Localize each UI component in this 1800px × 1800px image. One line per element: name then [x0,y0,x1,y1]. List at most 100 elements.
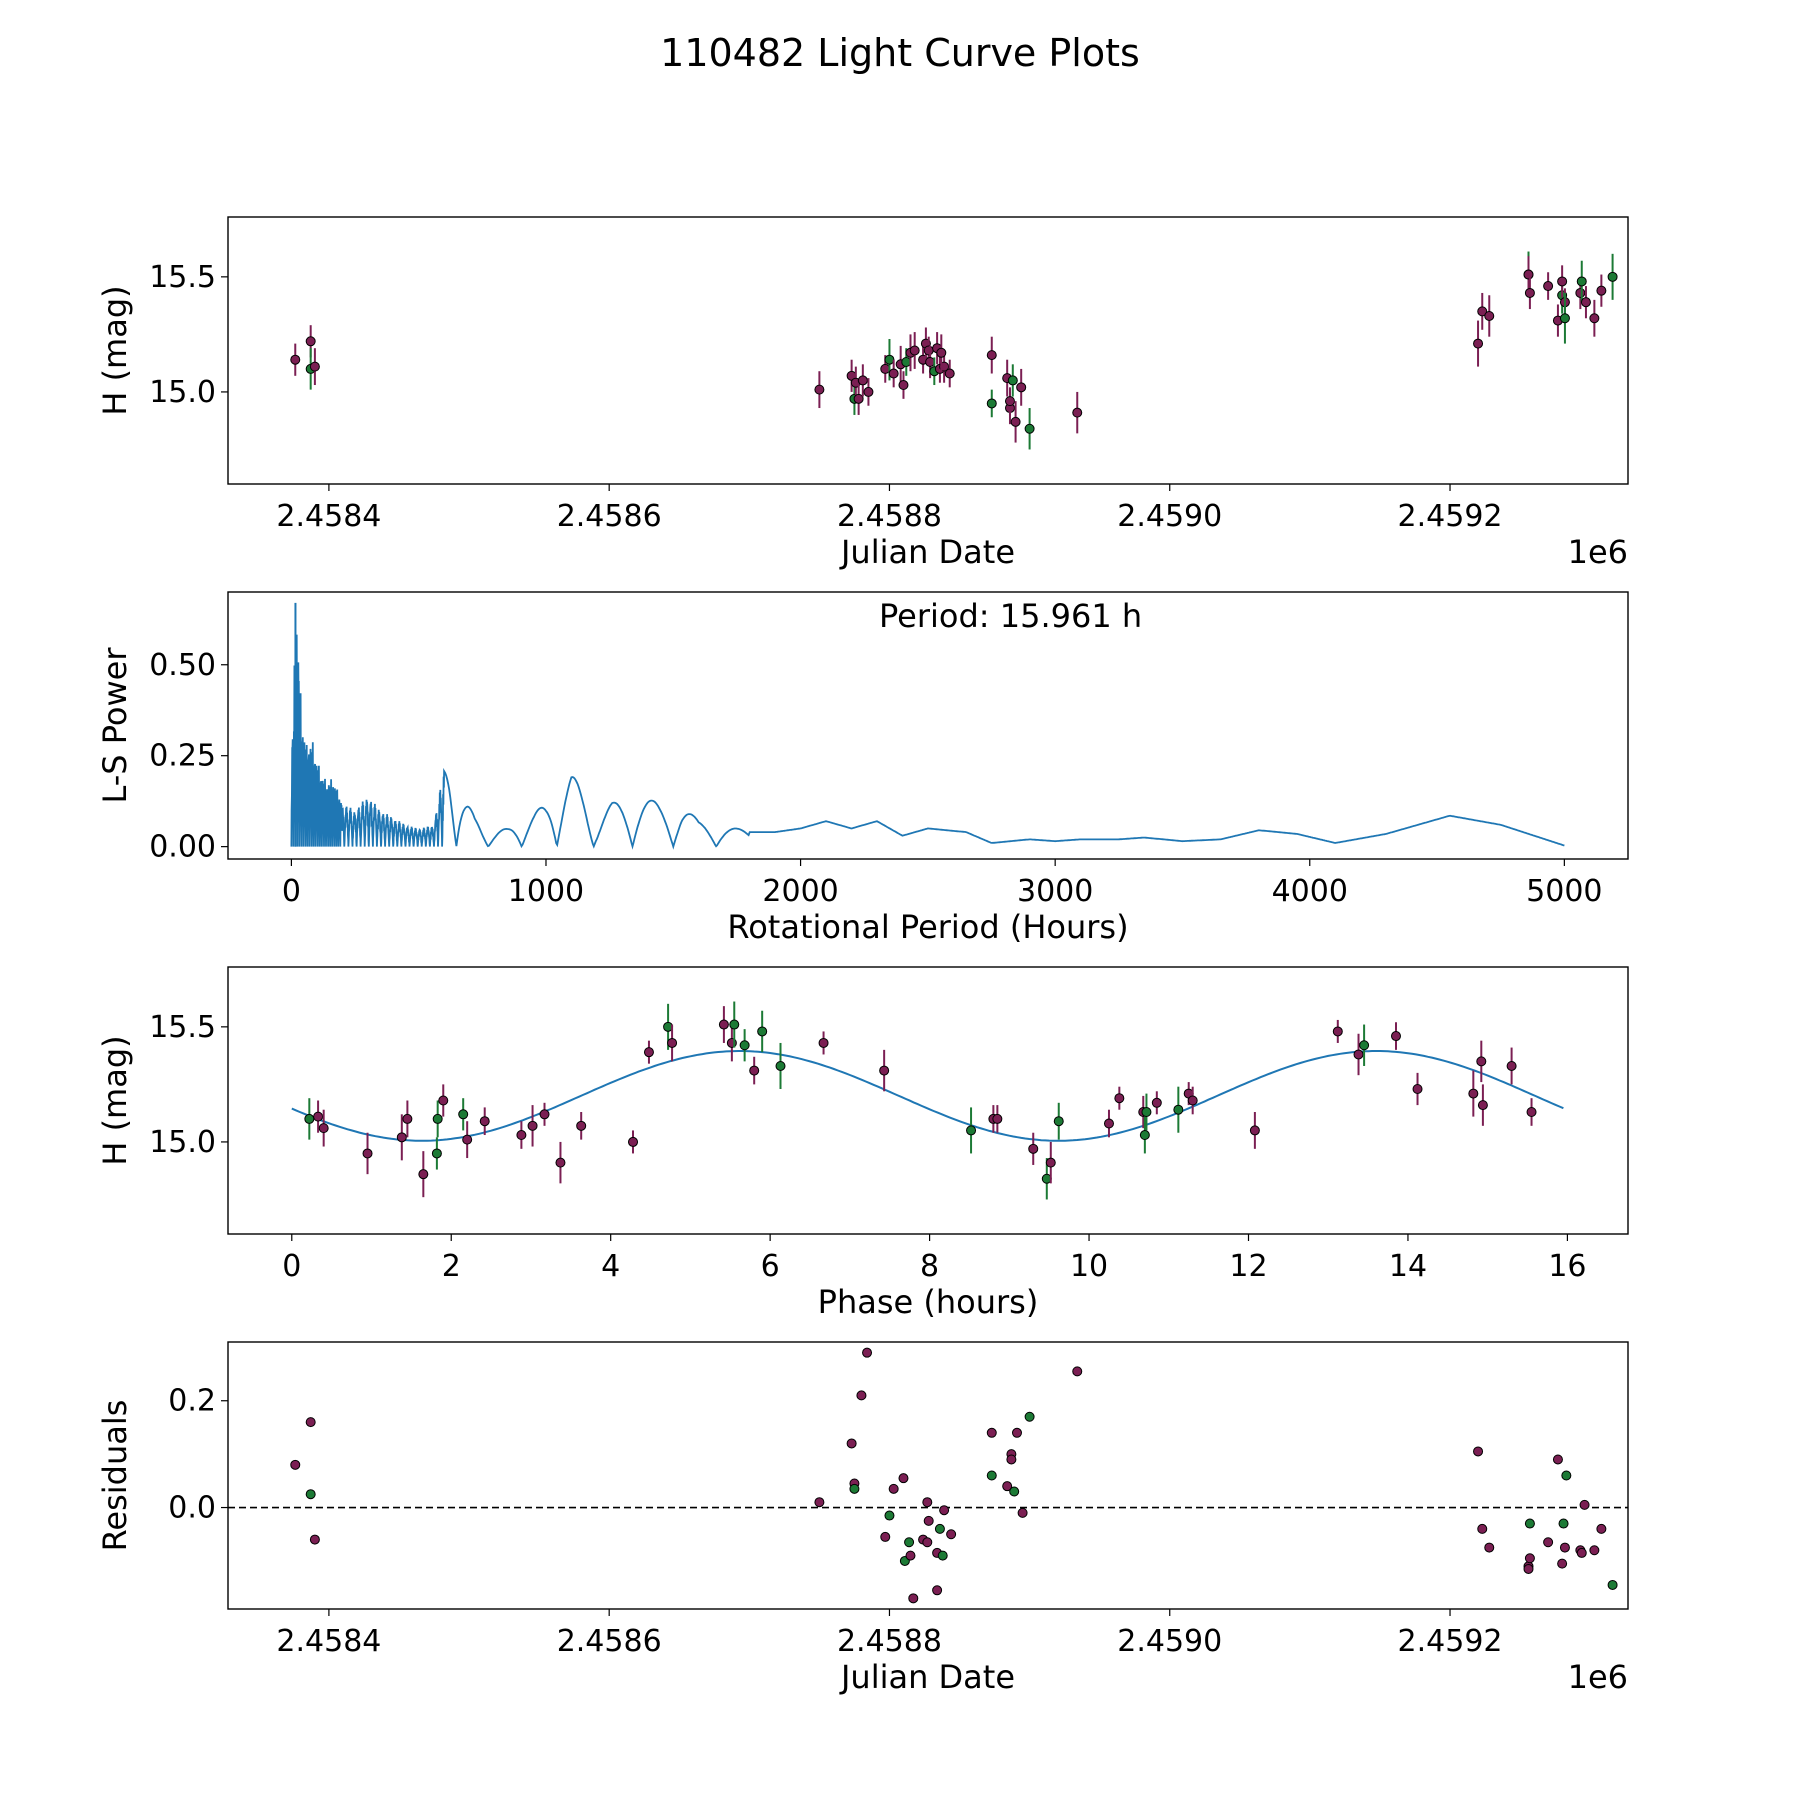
data-point [1506,1060,1517,1071]
data-point [939,1505,950,1516]
data-point [1053,1116,1064,1127]
data-point [1576,276,1587,287]
panel-periodogram: 0 1000 2000 3000 4000 5000 0.00 0.25 0.50 Rotatio… [96,591,1629,946]
x-tick-label: 12 [1229,1249,1267,1284]
data-point [718,1019,729,1030]
data-point [1007,375,1018,386]
data-point [1558,1518,1569,1529]
y-tick-label: 0.50 [149,648,216,683]
data-point [1028,1143,1039,1154]
y-tick-label: 15.5 [149,1010,216,1045]
data-point [1103,1118,1114,1129]
data-point [856,1390,867,1401]
data-point [402,1113,413,1124]
data-point [555,1157,566,1168]
data-point [986,1427,997,1438]
data-point [1024,423,1035,434]
data-point [1473,338,1484,349]
data-point [923,1515,934,1526]
data-point [309,1534,320,1545]
data-point [932,1585,943,1596]
data-point [1526,1107,1537,1118]
data-point [1561,1470,1572,1481]
data-point [1332,1026,1343,1037]
data-point [937,1550,948,1561]
data-point [884,1510,895,1521]
data-point [1559,313,1570,324]
x-tick-label: 4 [601,1249,620,1284]
y-tick-label: 15.0 [149,375,216,410]
data-point [946,1529,957,1540]
data-point [396,1132,407,1143]
data-point [1390,1031,1401,1042]
data-point [944,368,955,379]
data-point [1477,1100,1488,1111]
data-point [1114,1093,1125,1104]
data-point [814,1497,825,1508]
data-point [1543,281,1554,292]
data-point [757,1026,768,1037]
data-point [628,1136,639,1147]
x-tick-label: 10 [1070,1249,1108,1284]
data-point [749,1065,760,1076]
data-point [888,1483,899,1494]
x-tick-label: 4000 [1272,874,1348,909]
y-tick-label: 15.0 [149,1125,216,1160]
data-point [1173,1104,1184,1115]
data-point [1468,1088,1479,1099]
y-axis-label: L-S Power [96,647,134,804]
data-point [888,368,899,379]
data-point [862,1347,873,1358]
data-point [576,1120,587,1131]
x-tick-label: 3000 [1017,874,1093,909]
data-point [905,1550,916,1561]
x-tick-label: 2.4590 [1117,499,1222,534]
data-point [309,361,320,372]
data-point [922,1497,933,1508]
data-point [479,1116,490,1127]
data-point [925,357,936,368]
data-point [290,354,301,365]
data-point [1524,1518,1535,1529]
data-point [923,345,934,356]
data-point [1004,396,1015,407]
data-point [1484,1542,1495,1553]
data-point [1476,1056,1487,1067]
data-point [418,1169,429,1180]
data-point [458,1109,469,1120]
panel-residuals: 2.4584 2.4586 2.4588 2.4590 2.4592 0.0 0.2 Juli… [96,1341,1629,1696]
data-point [1353,1049,1364,1060]
data-point [1543,1537,1554,1548]
data-point [1024,1411,1035,1422]
x-tick-label: 2.4588 [837,499,942,534]
y-tick-label: 0.25 [149,739,216,774]
data-point [898,380,909,391]
data-point [863,386,874,397]
data-point [986,350,997,361]
x-offset-label: 1e6 [1568,533,1628,571]
y-tick-label: 15.5 [149,260,216,295]
data-point [431,1148,442,1159]
data-point [1580,297,1591,308]
data-point [527,1120,538,1131]
data-point [880,363,891,374]
data-point [775,1060,786,1071]
data-point [1187,1095,1198,1106]
x-tick-label: 1000 [508,874,584,909]
data-point [1552,1454,1563,1465]
y-tick-label: 0.00 [149,830,216,865]
panels: 2.4584 2.4586 2.4588 2.4590 2.4592 15.0 15.5 Ju… [96,216,1629,1696]
data-point [1559,1542,1570,1553]
axes-frame [227,1341,1629,1610]
data-point [880,1531,891,1542]
data-point [846,1438,857,1449]
data-point [1484,310,1495,321]
x-tick-label: 0 [282,1249,301,1284]
data-point [305,1417,316,1428]
data-point [516,1130,527,1141]
x-tick-label: 2.4586 [557,1624,662,1659]
data-point [1011,1427,1022,1438]
data-point [1596,285,1607,296]
data-point [904,1537,915,1548]
axes-frame [227,216,1629,485]
